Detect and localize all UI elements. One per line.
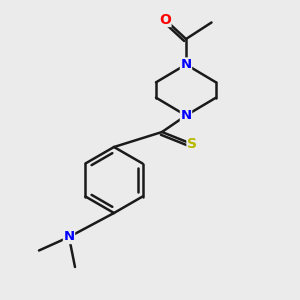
Text: N: N bbox=[180, 109, 192, 122]
Text: O: O bbox=[159, 13, 171, 26]
Text: N: N bbox=[180, 58, 192, 71]
Text: N: N bbox=[63, 230, 75, 244]
Text: S: S bbox=[187, 137, 197, 151]
